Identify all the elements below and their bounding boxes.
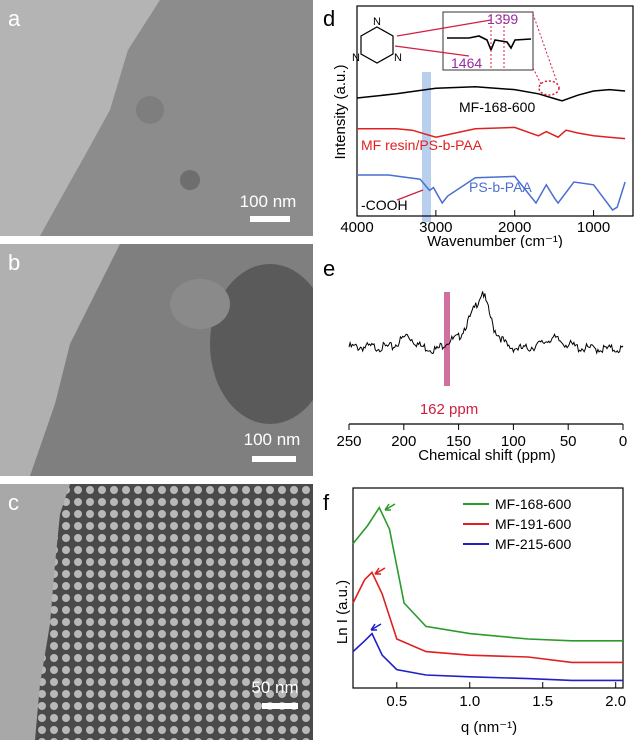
scale-bar-c	[262, 703, 298, 709]
svg-text:N: N	[373, 16, 381, 28]
cooh-arrow	[396, 189, 424, 201]
inset-zoom-line-2	[532, 67, 542, 85]
legend-label-green: MF-168-600	[495, 496, 571, 512]
ftir-series-0	[356, 86, 626, 102]
series-label-mfresin: MF resin/PS-b-PAA	[361, 137, 483, 153]
tem-texture-c	[0, 484, 313, 740]
inset-label-1464: 1464	[451, 55, 482, 71]
ftir-tick-label-3: 1000	[577, 219, 610, 236]
scale-bar-b	[252, 456, 296, 462]
nmr-tick-label-0: 250	[336, 433, 361, 450]
ftir-series-2	[357, 174, 626, 211]
nmr-tick-label-4: 50	[560, 433, 577, 450]
ftir-inset-trace	[447, 35, 532, 53]
saxs-tick-label-0: 0.5	[386, 693, 407, 710]
tem-image-c: c 50 nm	[0, 484, 313, 740]
nmr-marker-text: 162 ppm	[420, 401, 478, 418]
cooh-annotation: -COOH	[361, 197, 408, 213]
ftir-series-1	[357, 126, 626, 140]
saxs-tick-label-2: 1.5	[532, 693, 553, 710]
panel-label-b: b	[8, 250, 21, 275]
inset-zoom-line-1	[532, 13, 558, 83]
nmr-chart: e 162 ppm 250 200 150 100 50 0 Chemical shift…	[323, 256, 627, 464]
legend-label-red: MF-191-600	[495, 516, 571, 532]
saxs-series-2	[352, 632, 623, 682]
scale-text-b: 100 nm	[243, 430, 301, 449]
peak-arrow-blue	[370, 623, 382, 631]
saxs-tick-label-3: 2.0	[605, 693, 626, 710]
panel-label-a: a	[8, 6, 21, 31]
series-label-psbpaa: PS-b-PAA	[469, 179, 532, 195]
tem-texture-b	[0, 244, 313, 476]
svg-text:N: N	[352, 52, 360, 64]
scale-text-a: 100 nm	[239, 192, 297, 211]
panel-label-f: f	[323, 490, 330, 515]
ftir-x-label: Wavenumber (cm⁻¹)	[427, 233, 563, 248]
tem-image-b: b 100 nm	[0, 244, 313, 476]
nmr-spectrum-line	[348, 291, 624, 355]
ftir-tick-label-1: 3000	[419, 219, 452, 236]
nmr-x-label: Chemical shift (ppm)	[418, 447, 556, 464]
saxs-series-1	[352, 571, 623, 664]
saxs-legend: MF-168-600 MF-191-600 MF-215-600	[463, 496, 571, 552]
legend-label-blue: MF-215-600	[495, 536, 571, 552]
svg-text:N: N	[394, 52, 402, 64]
saxs-tick-label-1: 1.0	[459, 693, 480, 710]
nmr-tick-label-2: 150	[446, 433, 471, 450]
ftir-circle-marker	[538, 80, 560, 96]
saxs-y-label: Ln I (a.u.)	[334, 580, 351, 644]
ftir-tick-label-0: 4000	[340, 219, 373, 236]
ftir-y-label: Intensity (a.u.)	[332, 64, 349, 159]
inset-arrow-1	[396, 19, 492, 37]
panel-label-c: c	[8, 490, 19, 515]
scale-bar-a	[250, 216, 290, 222]
scale-text-c: 50 nm	[251, 678, 299, 697]
ftir-axes-frame	[356, 5, 634, 217]
ftir-tick-label-2: 2000	[498, 219, 531, 236]
panel-label-e: e	[323, 256, 335, 281]
saxs-chart: f Ln I (a.u.) 0.5 1.0 1.5 2.0 MF-168-600 MF…	[323, 487, 626, 736]
peak-arrow-green	[384, 503, 396, 511]
saxs-series-0	[352, 505, 623, 642]
ftir-highlight-band	[422, 72, 431, 222]
peak-arrow-red	[374, 567, 386, 575]
nmr-tick-label-3: 100	[501, 433, 526, 450]
inset-arrow-2	[394, 45, 470, 57]
saxs-axes-frame	[352, 487, 624, 689]
panel-label-d: d	[323, 6, 335, 31]
inset-label-1399: 1399	[487, 11, 518, 27]
nmr-tick-label-5: 0	[619, 433, 627, 450]
nmr-tick-label-1: 200	[391, 433, 416, 450]
ftir-chart: d Intensity (a.u.) 4000 3000 2000 1000 N N …	[323, 5, 634, 248]
saxs-x-label: q (nm⁻¹)	[461, 719, 517, 736]
series-label-mf168: MF-168-600	[459, 99, 535, 115]
triazine-structure-icon: N N N	[352, 16, 402, 64]
tem-image-a: a 100 nm	[0, 0, 313, 236]
tem-texture-a	[0, 0, 313, 236]
nmr-marker-bar	[444, 292, 450, 386]
